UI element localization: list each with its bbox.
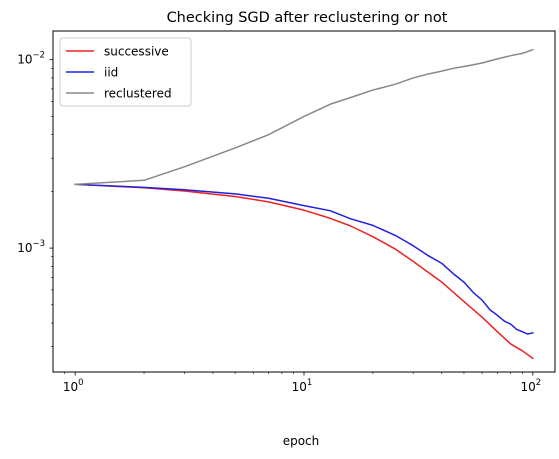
plot-series <box>74 48 534 360</box>
x-axis-label: epoch <box>283 434 320 448</box>
x-tick-label: 101 <box>292 378 313 394</box>
x-tick-label: 102 <box>520 378 541 394</box>
legend-label: successive <box>104 45 169 59</box>
series-line-successive <box>74 183 534 360</box>
chart-title: Checking SGD after reclustering or not <box>167 10 448 26</box>
series-line-reclustered <box>74 48 534 186</box>
legend: successive iid reclustered <box>59 37 192 107</box>
x-axis: 100 101 102 <box>63 372 541 394</box>
y-axis: 10−3 10−2 <box>17 51 53 347</box>
x-tick-label: 100 <box>63 378 84 394</box>
legend-label: iid <box>104 66 118 80</box>
legend-label: reclustered <box>104 87 172 101</box>
y-tick-label: 10−2 <box>17 51 45 67</box>
legend-box <box>59 37 192 107</box>
y-tick-label: 10−3 <box>17 239 45 255</box>
series-line-iid <box>74 183 534 335</box>
